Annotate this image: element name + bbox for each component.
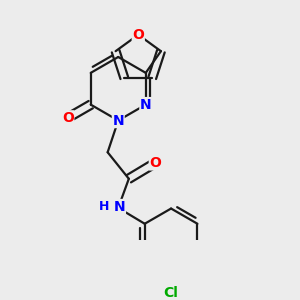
Text: N: N bbox=[140, 98, 152, 112]
Text: O: O bbox=[132, 28, 144, 42]
Text: N: N bbox=[112, 113, 124, 128]
Text: O: O bbox=[62, 111, 74, 125]
Text: O: O bbox=[149, 156, 161, 170]
Text: H: H bbox=[98, 200, 109, 213]
Text: N: N bbox=[114, 200, 125, 214]
Text: Cl: Cl bbox=[164, 286, 178, 300]
